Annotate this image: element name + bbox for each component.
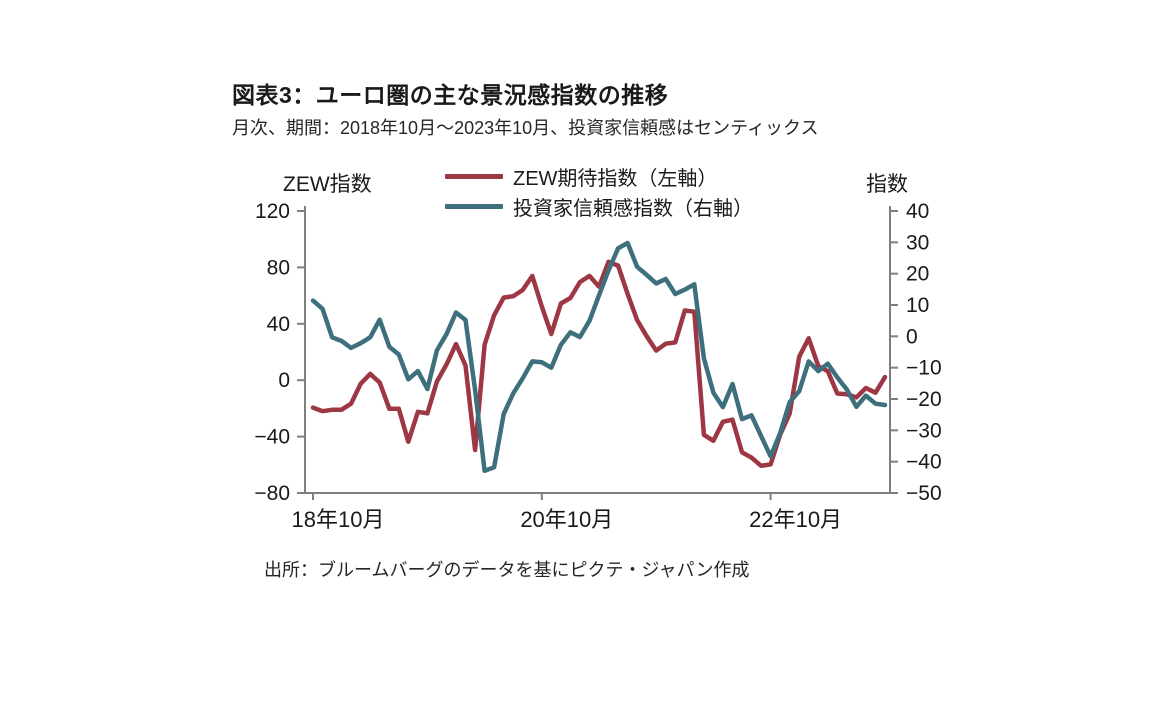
right-axis-tick-label: −20 — [906, 388, 942, 411]
right-axis-tick-label: 20 — [906, 263, 929, 286]
left-axis-tick-label: 80 — [267, 256, 290, 279]
right-axis-tick-label: 10 — [906, 294, 929, 317]
right-axis-tick-label: −50 — [906, 482, 942, 505]
source-note: 出所：ブルームバーグのデータを基にピクテ・ジャパン作成 — [264, 560, 750, 580]
right-axis-tick-label: −40 — [906, 451, 942, 474]
left-axis-tick-label: 0 — [278, 369, 290, 392]
series-line-0 — [310, 259, 888, 469]
left-axis-title: ZEW指数 — [283, 173, 372, 196]
series-line-1 — [310, 240, 888, 474]
zew-line-swatch — [445, 173, 503, 179]
page-subtitle: 月次、期間：2018年10月～2023年10月、投資家信頼感はセンティックス — [232, 118, 819, 138]
right-axis-tick-label: 30 — [906, 231, 929, 254]
right-axis-tick-label: −30 — [906, 419, 942, 442]
right-axis-tick-label: 0 — [906, 325, 918, 348]
sentix-line-swatch — [445, 203, 503, 209]
legend-label-zew: ZEW期待指数（左軸） — [513, 167, 718, 190]
legend: ZEW期待指数（左軸） 投資家信頼感指数（右軸） — [445, 164, 753, 220]
legend-item-zew: ZEW期待指数（左軸） — [445, 164, 753, 190]
right-axis-title: 指数 — [866, 173, 908, 196]
legend-item-sentix: 投資家信頼感指数（右軸） — [445, 194, 753, 220]
x-axis-tick-label: 22年10月 — [749, 507, 842, 532]
right-axis-tick-label: −10 — [906, 357, 942, 380]
legend-label-sentix: 投資家信頼感指数（右軸） — [513, 197, 753, 220]
left-axis-tick-label: −40 — [254, 426, 290, 449]
right-axis-tick-label: 40 — [906, 200, 929, 223]
page-title: 図表3：ユーロ圏の主な景況感指数の推移 — [232, 82, 669, 108]
left-axis-tick-label: −80 — [254, 482, 290, 505]
x-axis-tick-label: 18年10月 — [292, 507, 385, 532]
x-axis-tick-label: 20年10月 — [520, 507, 613, 532]
left-axis-tick-label: 120 — [255, 200, 290, 223]
left-axis-tick-label: 40 — [267, 313, 290, 336]
